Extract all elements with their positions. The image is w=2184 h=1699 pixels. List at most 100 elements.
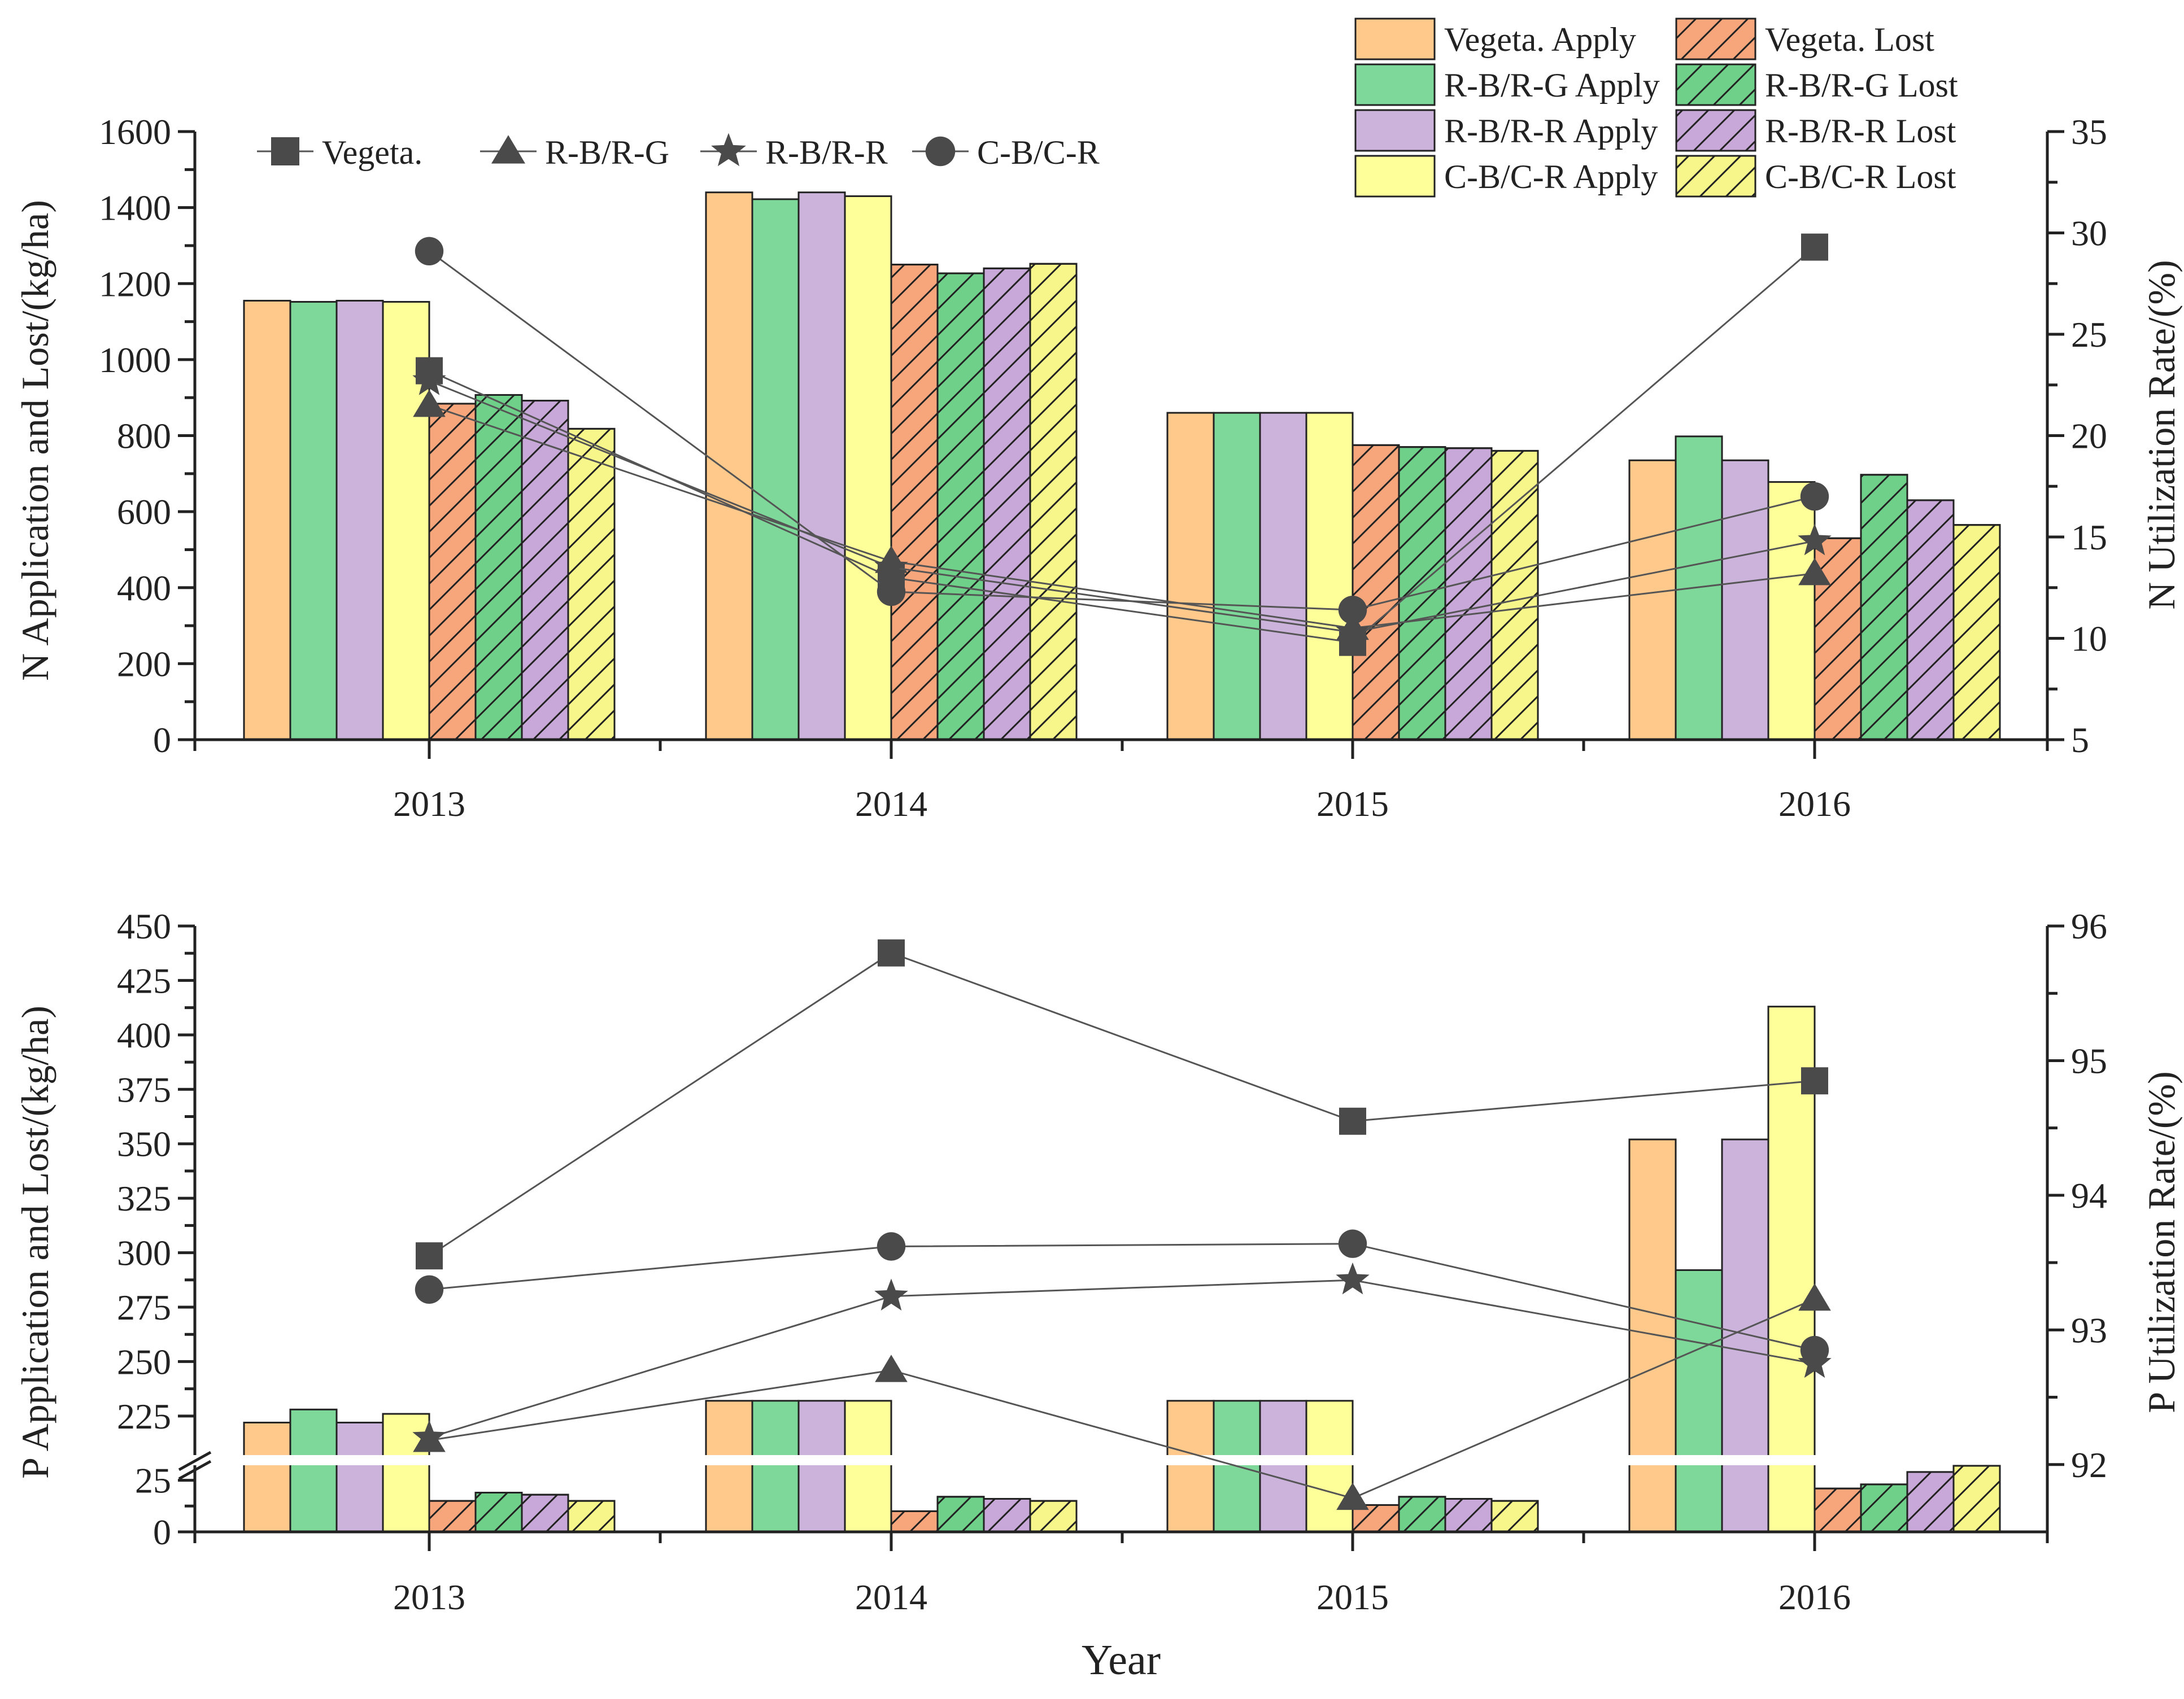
phosphorus-rate-point-r-b-r-r-2015 [1336,1262,1370,1295]
nitrogen-y2-tick-label-15: 15 [2071,517,2107,557]
nitrogen-y-tick-label-0: 0 [153,720,171,760]
phosphorus-bar-r-b-r-g-lost-2014-hatch [936,1496,985,1533]
nitrogen-y-tick-label-800: 800 [117,416,171,456]
p-bars [169,1006,2001,1533]
legend-label-vegeta-lost: Vegeta. Lost [1765,21,1934,58]
legend-swatch-vegeta-apply [1354,18,1436,60]
panel-phosphorus: 2013 2014 2015 2016 0 25 225 250 275 300 325 350 375… [14,906,2183,1684]
p-y2-axis-label: P Utilization Rate/(%) [2140,1071,2183,1413]
nitrogen-x-tick-label-2015: 2015 [1316,784,1389,824]
legend-label-r-b-r-r-apply: R-B/R-R Apply [1444,112,1658,150]
phosphorus-y2-tick-label-94: 94 [2071,1176,2107,1216]
nitrogen-y-tick-label-1400: 1400 [99,188,171,228]
phosphorus-y-tick-label-250: 250 [117,1342,171,1382]
phosphorus-rate-point-c-b-c-r-2015 [1338,1229,1367,1258]
phosphorus-y-tick-label-325: 325 [117,1178,171,1218]
phosphorus-bar-vegeta-apply-2016 [1628,1138,1677,1533]
nitrogen-bar-vegeta-apply-2014 [705,191,753,741]
phosphorus-rate-point-vegeta-2014 [878,939,905,967]
phosphorus-x-tick-label-2015: 2015 [1316,1577,1389,1617]
nitrogen-y-tick-label-400: 400 [117,568,171,608]
phosphorus-y2-tick-label-93: 93 [2071,1310,2107,1350]
phosphorus-y2-tick-label-92: 92 [2071,1445,2107,1485]
phosphorus-y-tick-label-300: 300 [117,1233,171,1273]
phosphorus-bar-vegeta-lost-2016-hatch [1814,1487,1862,1533]
phosphorus-rate-line-r-b-r-r [429,1279,1815,1439]
nitrogen-bar-r-b-r-r-lost-2015-hatch [1444,447,1493,741]
nitrogen-bar-vegeta-apply-2016 [1628,459,1677,741]
nitrogen-rate-point-r-b-r-r-2015 [1336,614,1370,647]
phosphorus-rate-line-vegeta [429,952,1815,1257]
nitrogen-rate-point-r-b-r-r-2013 [412,363,446,395]
legend-marker-r-b-r-r [711,133,746,167]
legend-line-label-r-b-r-r: R-B/R-R [765,134,888,171]
phosphorus-rate-point-r-b-r-g-2016 [1798,1283,1831,1311]
nitrogen-rate-point-c-b-c-r-2016 [1800,482,1829,511]
phosphorus-bar-r-b-r-g-lost-2015-hatch [1398,1496,1446,1533]
phosphorus-y-tick-label-450: 450 [117,906,171,946]
x-axis-label: Year [1082,1636,1161,1684]
legend-swatch-hatch-r-b-r-r-lost [1675,109,1756,152]
nitrogen-y-tick-label-200: 200 [117,644,171,684]
phosphorus-rate-line-r-b-r-g [429,1298,1815,1499]
phosphorus-bar-c-b-c-r-apply-2014 [844,1400,892,1533]
nitrogen-y2-tick-label-30: 30 [2071,213,2107,254]
legend-swatch-hatch-c-b-c-r-lost [1675,155,1756,198]
nitrogen-rate-point-r-b-r-r-2016 [1798,523,1832,556]
nitrogen-rate-point-vegeta-2016 [1801,233,1828,261]
nitrogen-rate-point-r-b-r-r-2014 [874,549,908,582]
phosphorus-rate-point-r-b-r-r-2013 [412,1420,446,1452]
legend-swatch-c-b-c-r-apply [1354,155,1436,198]
phosphorus-bar-r-b-r-r-lost-2014-hatch [983,1497,1031,1533]
nitrogen-bar-r-b-r-g-apply-2015 [1213,412,1261,741]
phosphorus-bar-r-b-r-g-apply-2013 [289,1408,338,1533]
nitrogen-bar-c-b-c-r-apply-2014 [844,195,892,741]
phosphorus-bar-vegeta-lost-2013-hatch [428,1500,477,1533]
legend-label-r-b-r-g-apply: R-B/R-G Apply [1444,67,1660,104]
n-axes: 2013 2014 2015 2016020040060080010001200140… [99,112,2107,824]
phosphorus-y-tick-label-275: 275 [117,1287,171,1327]
nitrogen-rate-point-r-b-r-g-2013 [413,390,446,417]
nitrogen-bar-r-b-r-g-lost-2013-hatch [474,394,523,741]
nitrogen-rate-point-r-b-r-g-2016 [1798,558,1831,586]
nitrogen-bar-r-b-r-g-apply-2013 [289,301,338,741]
phosphorus-rate-point-vegeta-2013 [416,1242,443,1270]
phosphorus-rate-point-c-b-c-r-2016 [1800,1335,1829,1365]
nitrogen-bar-r-b-r-r-lost-2016-hatch [1906,499,1955,741]
phosphorus-bar-r-b-r-r-lost-2016-hatch [1906,1471,1955,1533]
phosphorus-y-tick-label-350: 350 [117,1124,171,1164]
nitrogen-bar-r-b-r-r-apply-2013 [335,300,384,741]
nitrogen-rate-line-vegeta [429,246,1815,644]
phosphorus-bar-r-b-r-g-lost-2016-hatch [1860,1483,1908,1533]
phosphorus-bar-c-b-c-r-lost-2014-hatch [1029,1500,1078,1533]
legend-label-c-b-c-r-apply: C-B/C-R Apply [1444,158,1658,195]
nitrogen-x-tick-label-2013: 2013 [393,784,465,824]
n-y-axis-label: N Application and Lost/(kg/ha) [14,200,56,681]
phosphorus-y-tick-label-400: 400 [117,1015,171,1055]
p-y-axis-break-mark-0 [178,1451,212,1471]
nitrogen-bar-vegeta-lost-2015-hatch [1352,444,1400,741]
legend-line-label-vegeta: Vegeta. [322,134,422,171]
phosphorus-y-tick-label-375: 375 [117,1069,171,1110]
n-rate-lines [412,233,1832,656]
legend-marker-vegeta [271,137,299,165]
nitrogen-bar-vegeta-apply-2015 [1166,412,1215,741]
nitrogen-bar-c-b-c-r-lost-2013-hatch [567,427,616,741]
nitrogen-rate-line-r-b-r-r [429,380,1815,634]
p-y-axis-break-mark-1 [178,1460,212,1480]
legend-swatch-r-b-r-g-apply [1354,63,1436,106]
phosphorus-rate-point-r-b-r-g-2014 [875,1355,908,1382]
phosphorus-bar-vegeta-apply-2015 [1166,1400,1215,1533]
nitrogen-bar-r-b-r-r-lost-2013-hatch [521,400,569,741]
nitrogen-bar-r-b-r-r-apply-2016 [1721,459,1769,741]
legend-line-label-c-b-c-r: C-B/C-R [977,134,1100,171]
nitrogen-bar-r-b-r-g-lost-2014-hatch [936,272,985,741]
nitrogen-rate-line-r-b-r-g [429,404,1815,630]
legend-label-vegeta-apply: Vegeta. Apply [1444,21,1636,58]
nitrogen-bar-c-b-c-r-lost-2014-hatch [1029,263,1078,741]
nitrogen-bar-r-b-r-g-lost-2016-hatch [1860,474,1908,741]
phosphorus-bar-r-b-r-r-apply-2015 [1259,1400,1307,1533]
phosphorus-y2-tick-label-95: 95 [2071,1041,2107,1081]
phosphorus-bar-vegeta-apply-2013 [243,1421,291,1533]
